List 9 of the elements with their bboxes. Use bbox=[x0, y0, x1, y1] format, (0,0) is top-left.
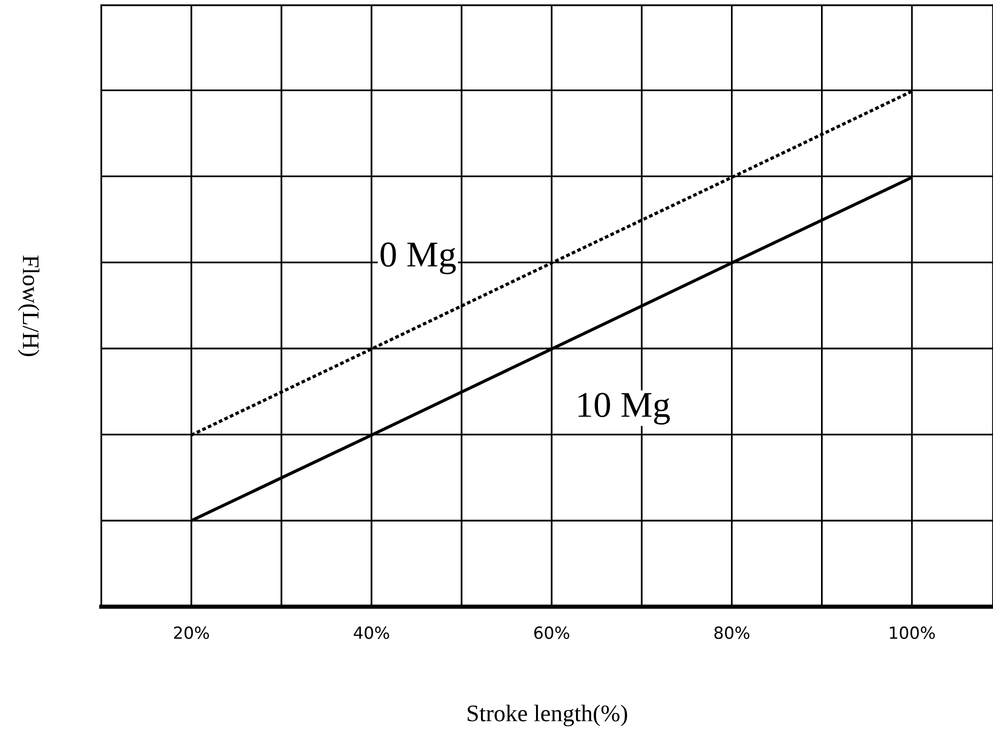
annotation: 10 Mg bbox=[578, 392, 670, 425]
x-tick-label: 40% bbox=[354, 626, 390, 640]
x-tick-label: 80% bbox=[714, 626, 750, 640]
annotation: 0 Mg bbox=[380, 242, 456, 274]
x-tick-label: 60% bbox=[534, 626, 570, 640]
x-tick-label: 100% bbox=[890, 626, 935, 640]
x-axis-title: Stroke length(%) bbox=[468, 704, 628, 726]
y-axis-title: Flow(L/H) bbox=[18, 255, 40, 356]
x-tick-label: 20% bbox=[174, 626, 209, 640]
